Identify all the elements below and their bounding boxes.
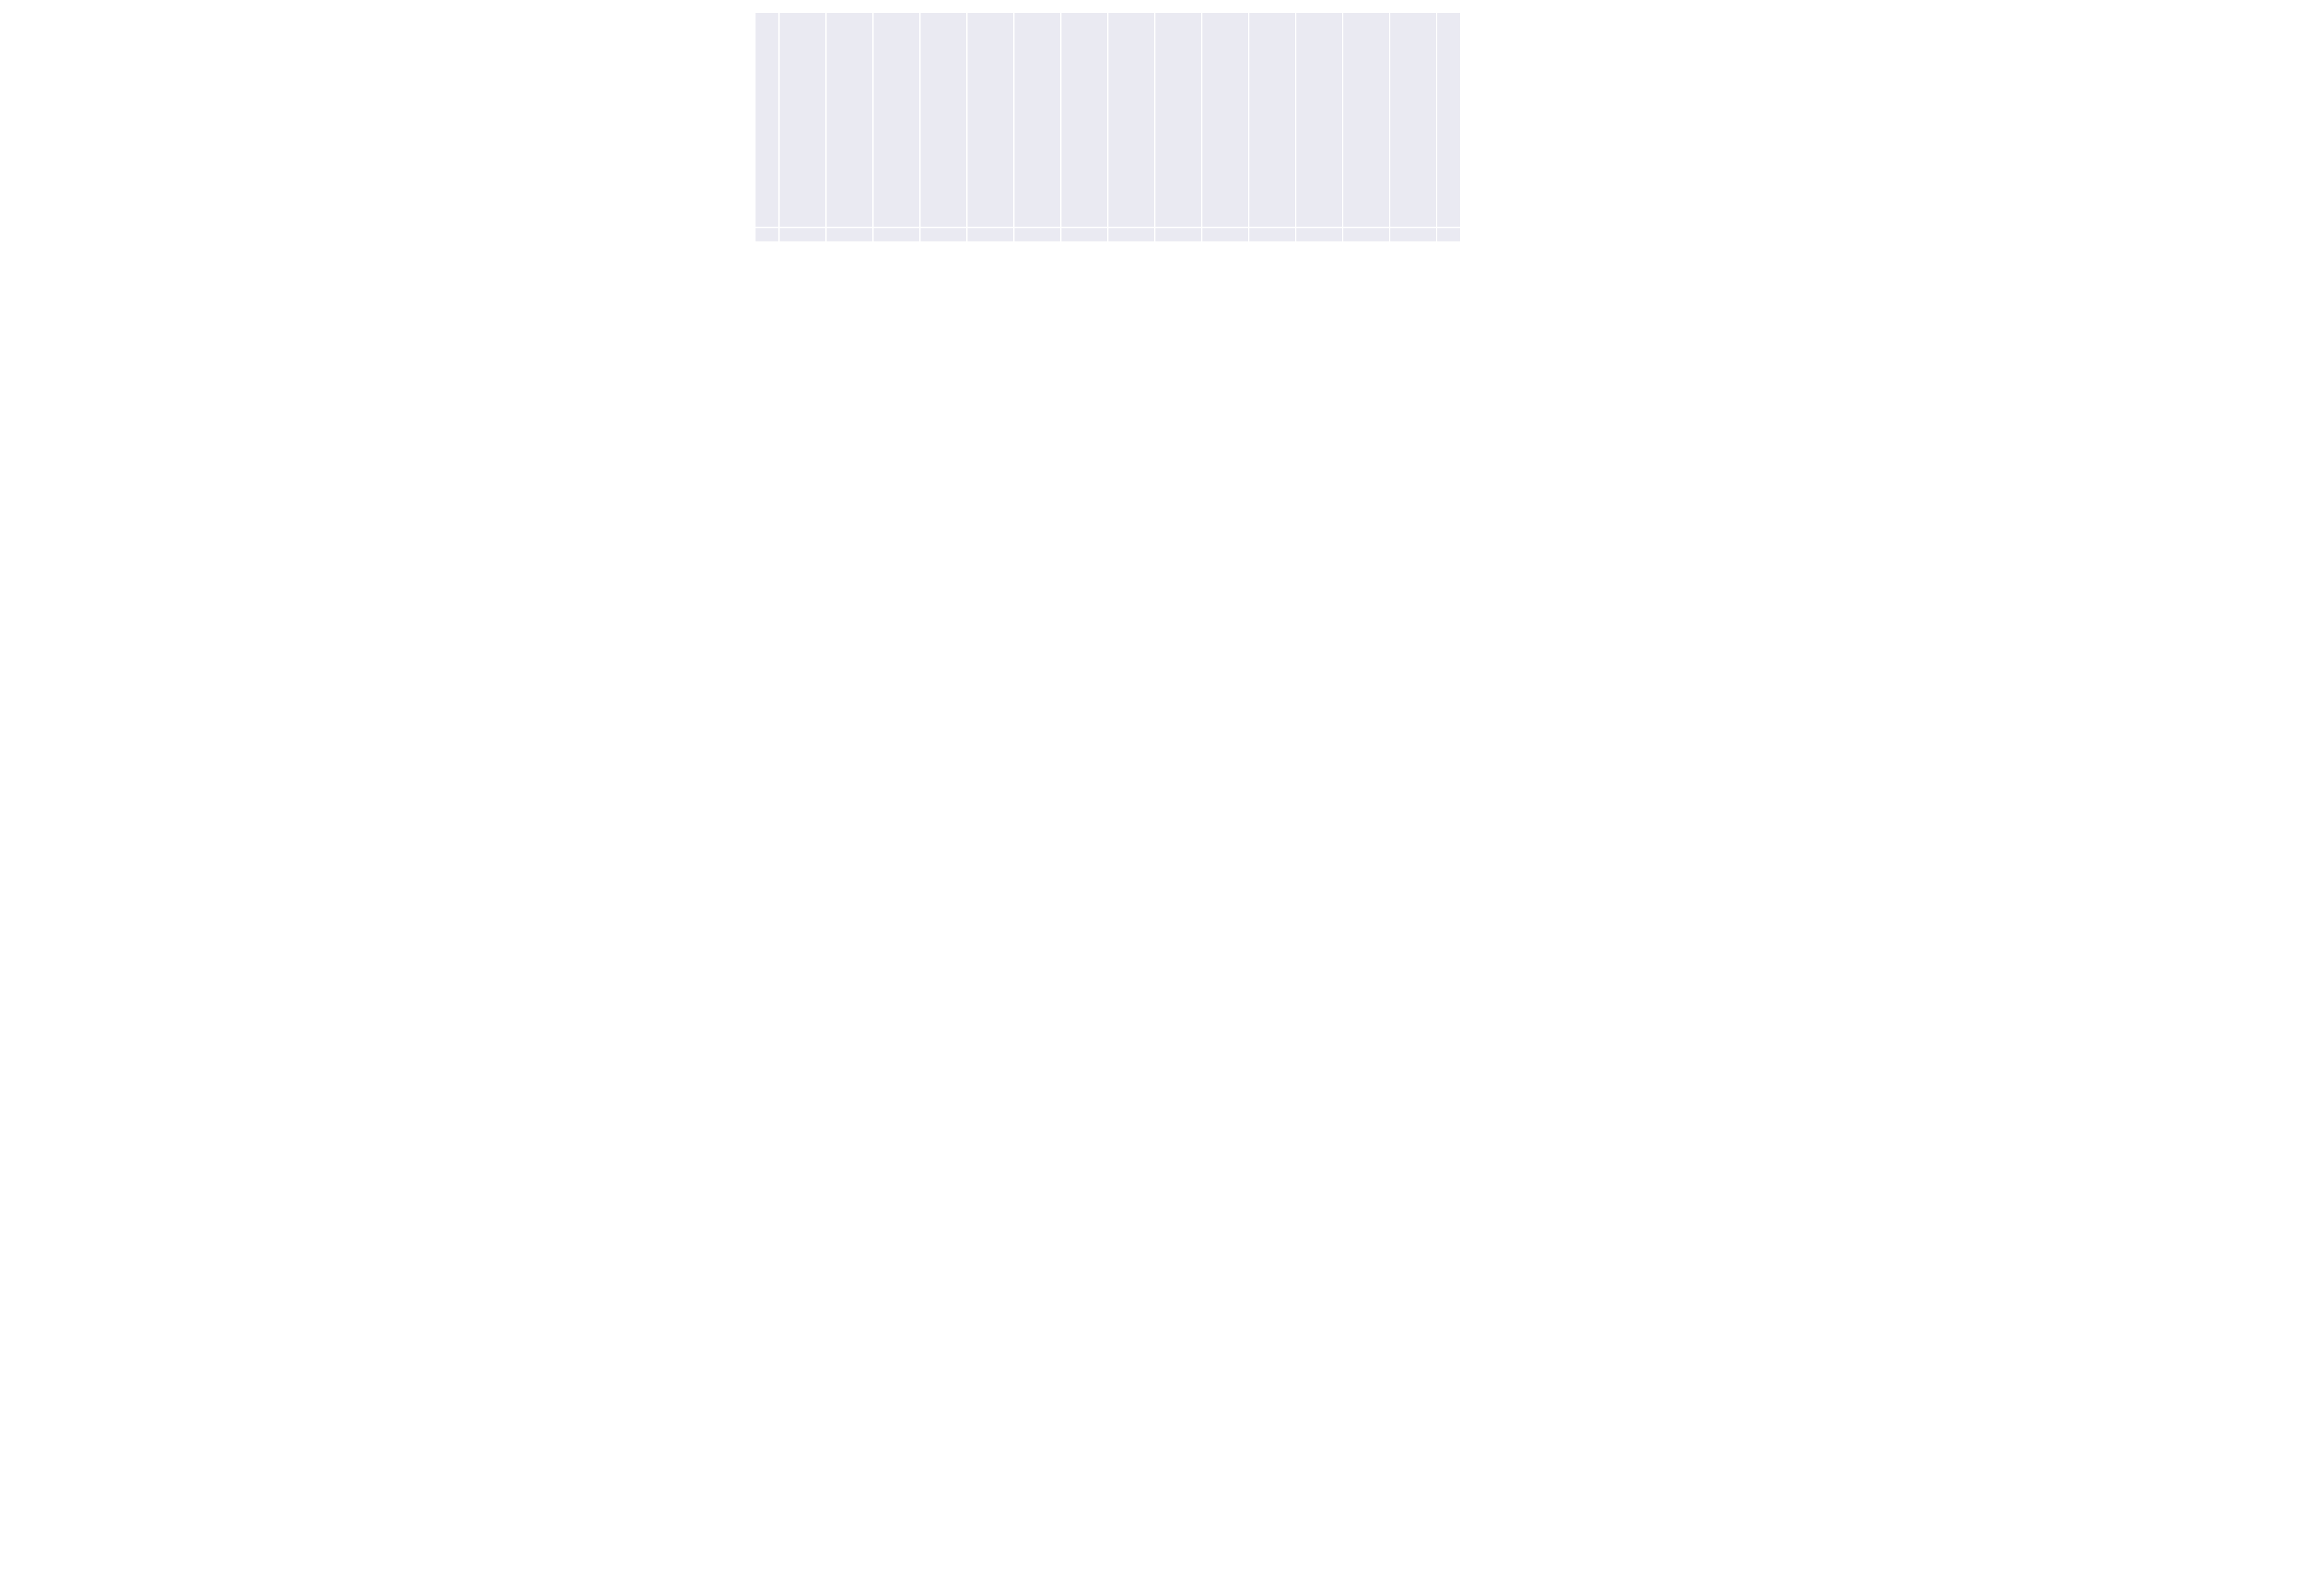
figure xyxy=(671,0,1649,672)
